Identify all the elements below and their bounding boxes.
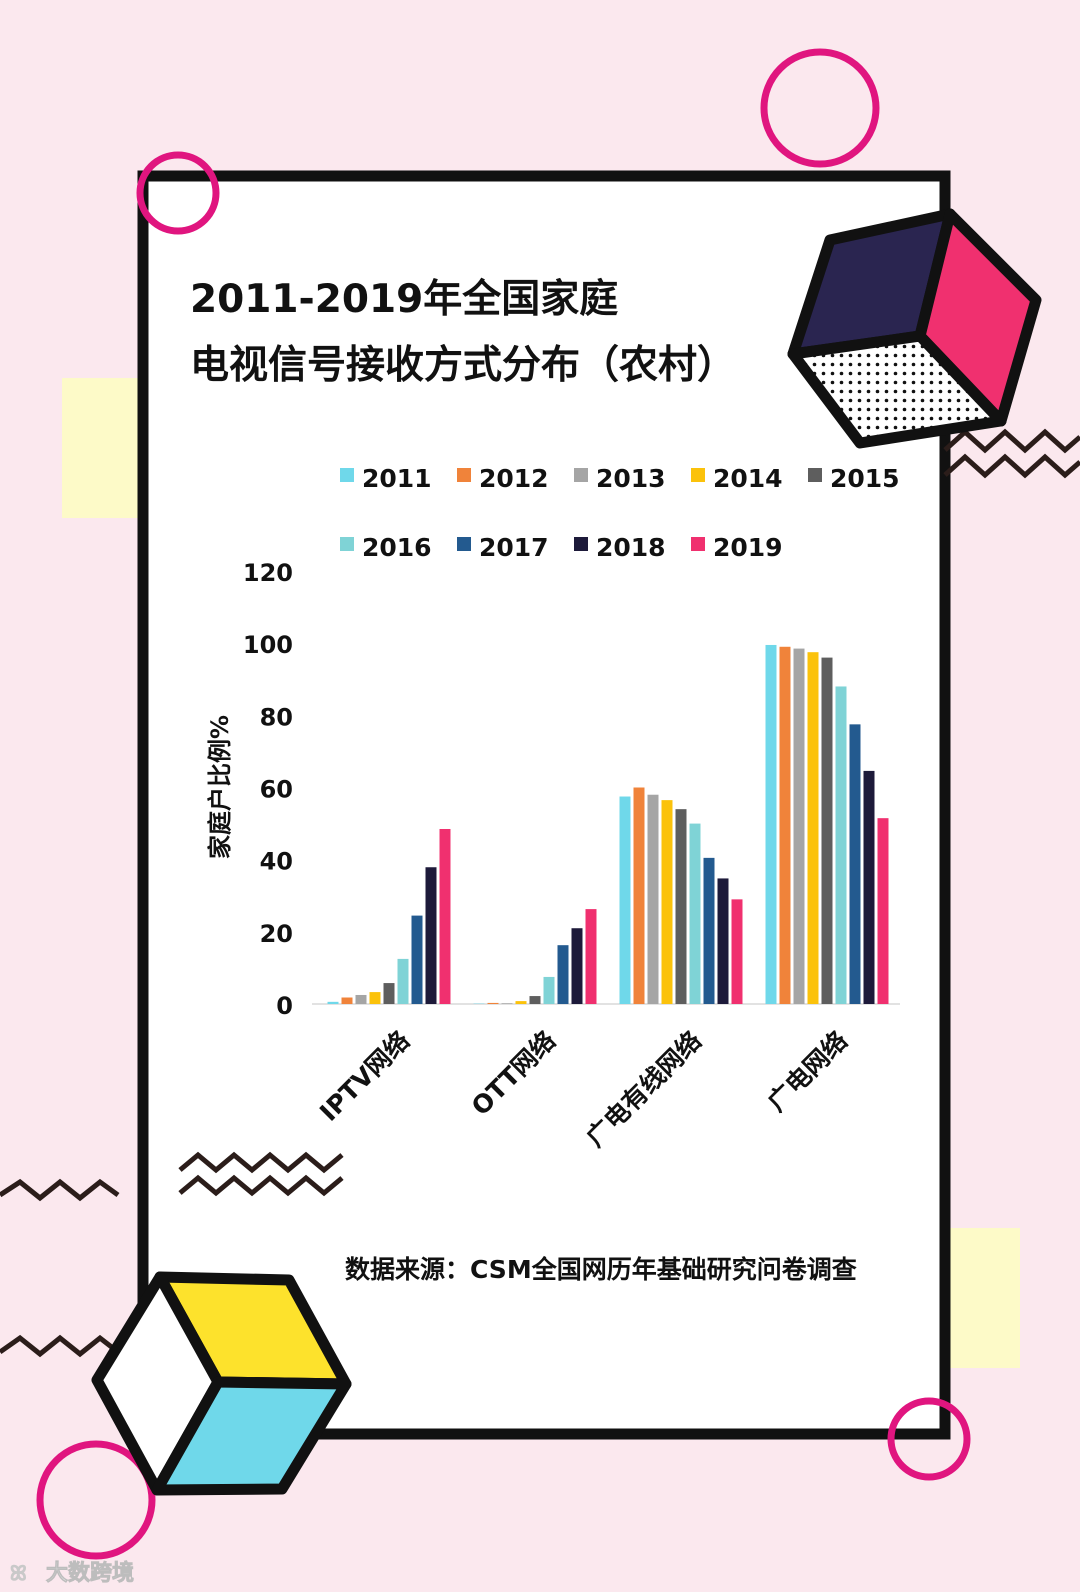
legend-item: 2018 — [574, 533, 666, 562]
bar — [793, 648, 805, 1004]
bar — [675, 809, 687, 1004]
watermark-logo-icon: ꕤ — [10, 1561, 27, 1585]
bar — [849, 724, 861, 1004]
cube-icon-top-right — [787, 208, 1042, 449]
pale-yellow-block-left — [62, 378, 140, 518]
legend-label: 2018 — [596, 533, 666, 562]
y-tick-label: 20 — [260, 920, 293, 948]
bar — [863, 770, 875, 1004]
bar — [341, 997, 353, 1004]
legend-swatch — [457, 468, 471, 482]
legend-label: 2019 — [713, 533, 783, 562]
data-source: 数据来源：CSM全国网历年基础研究问卷调查 — [345, 1255, 857, 1284]
bar — [821, 657, 833, 1004]
pink-ring-bottom-left — [36, 1440, 156, 1560]
bar — [717, 878, 729, 1004]
bar — [619, 796, 631, 1004]
bar — [355, 994, 367, 1004]
bar — [689, 823, 701, 1004]
legend-item: 2019 — [691, 533, 783, 562]
watermark-text: 大数跨境 — [46, 1560, 134, 1586]
bar — [585, 909, 597, 1004]
y-tick-label: 60 — [260, 776, 293, 804]
pink-ring-top-right — [760, 48, 880, 168]
pale-yellow-block-right — [940, 1228, 1020, 1368]
legend-label: 2013 — [596, 464, 666, 493]
bar — [543, 976, 555, 1004]
legend-item: 2013 — [574, 464, 666, 493]
bar — [661, 800, 673, 1004]
bar — [327, 1001, 339, 1004]
bar — [731, 899, 743, 1004]
legend-swatch — [574, 537, 588, 551]
y-tick-label: 80 — [260, 703, 293, 731]
legend-label: 2016 — [362, 533, 432, 562]
bar — [877, 818, 889, 1004]
bar — [397, 958, 409, 1004]
chart-title-line2: 电视信号接收方式分布（农村） — [190, 343, 736, 388]
bar — [703, 857, 715, 1004]
legend-label: 2017 — [479, 533, 549, 562]
legend-label: 2012 — [479, 464, 549, 493]
watermark: ꕤ 大数跨境 — [10, 1560, 135, 1587]
bar — [383, 983, 395, 1004]
legend-item: 2011 — [340, 464, 432, 493]
legend-swatch — [808, 468, 822, 482]
pink-ring-bottom-right — [887, 1397, 971, 1481]
pink-ring-top-left — [136, 151, 220, 235]
cube-icon-bottom-left — [91, 1271, 352, 1496]
legend-swatch — [340, 537, 354, 551]
zigzag-decorations — [0, 428, 1080, 1358]
legend-swatch — [340, 468, 354, 482]
bar — [529, 996, 541, 1004]
bar — [369, 992, 381, 1004]
bar — [647, 794, 659, 1004]
bar — [411, 915, 423, 1004]
legend-swatch — [691, 537, 705, 551]
bar — [515, 1001, 527, 1004]
bar — [779, 646, 791, 1004]
y-tick-label: 100 — [243, 631, 293, 659]
bar — [835, 686, 847, 1004]
bar — [571, 928, 583, 1004]
y-axis-label: 家庭户比例% — [206, 715, 234, 859]
bar — [439, 828, 451, 1004]
bar — [807, 652, 819, 1004]
bar — [633, 787, 645, 1004]
legend-label: 2015 — [830, 464, 900, 493]
legend-item: 2014 — [691, 464, 783, 493]
y-tick-label: 0 — [276, 992, 293, 1020]
bar — [487, 1002, 499, 1004]
y-tick-label: 120 — [243, 559, 293, 587]
chart-legend: 2011 2012 2013 2014 2015 2016 2017 2018 2019 — [340, 464, 900, 562]
legend-label: 2011 — [362, 464, 432, 493]
legend-item: 2017 — [457, 533, 549, 562]
bar — [501, 1003, 513, 1004]
bar — [765, 644, 777, 1004]
legend-swatch — [691, 468, 705, 482]
legend-item: 2015 — [808, 464, 900, 493]
legend-swatch — [457, 537, 471, 551]
bars-group — [327, 644, 889, 1004]
chart-title-line1: 2011-2019年全国家庭 — [190, 277, 618, 322]
bar — [557, 945, 569, 1004]
legend-swatch — [574, 468, 588, 482]
bar — [425, 867, 437, 1004]
legend-item: 2012 — [457, 464, 549, 493]
legend-item: 2016 — [340, 533, 432, 562]
y-tick-label: 40 — [260, 848, 293, 876]
legend-label: 2014 — [713, 464, 783, 493]
